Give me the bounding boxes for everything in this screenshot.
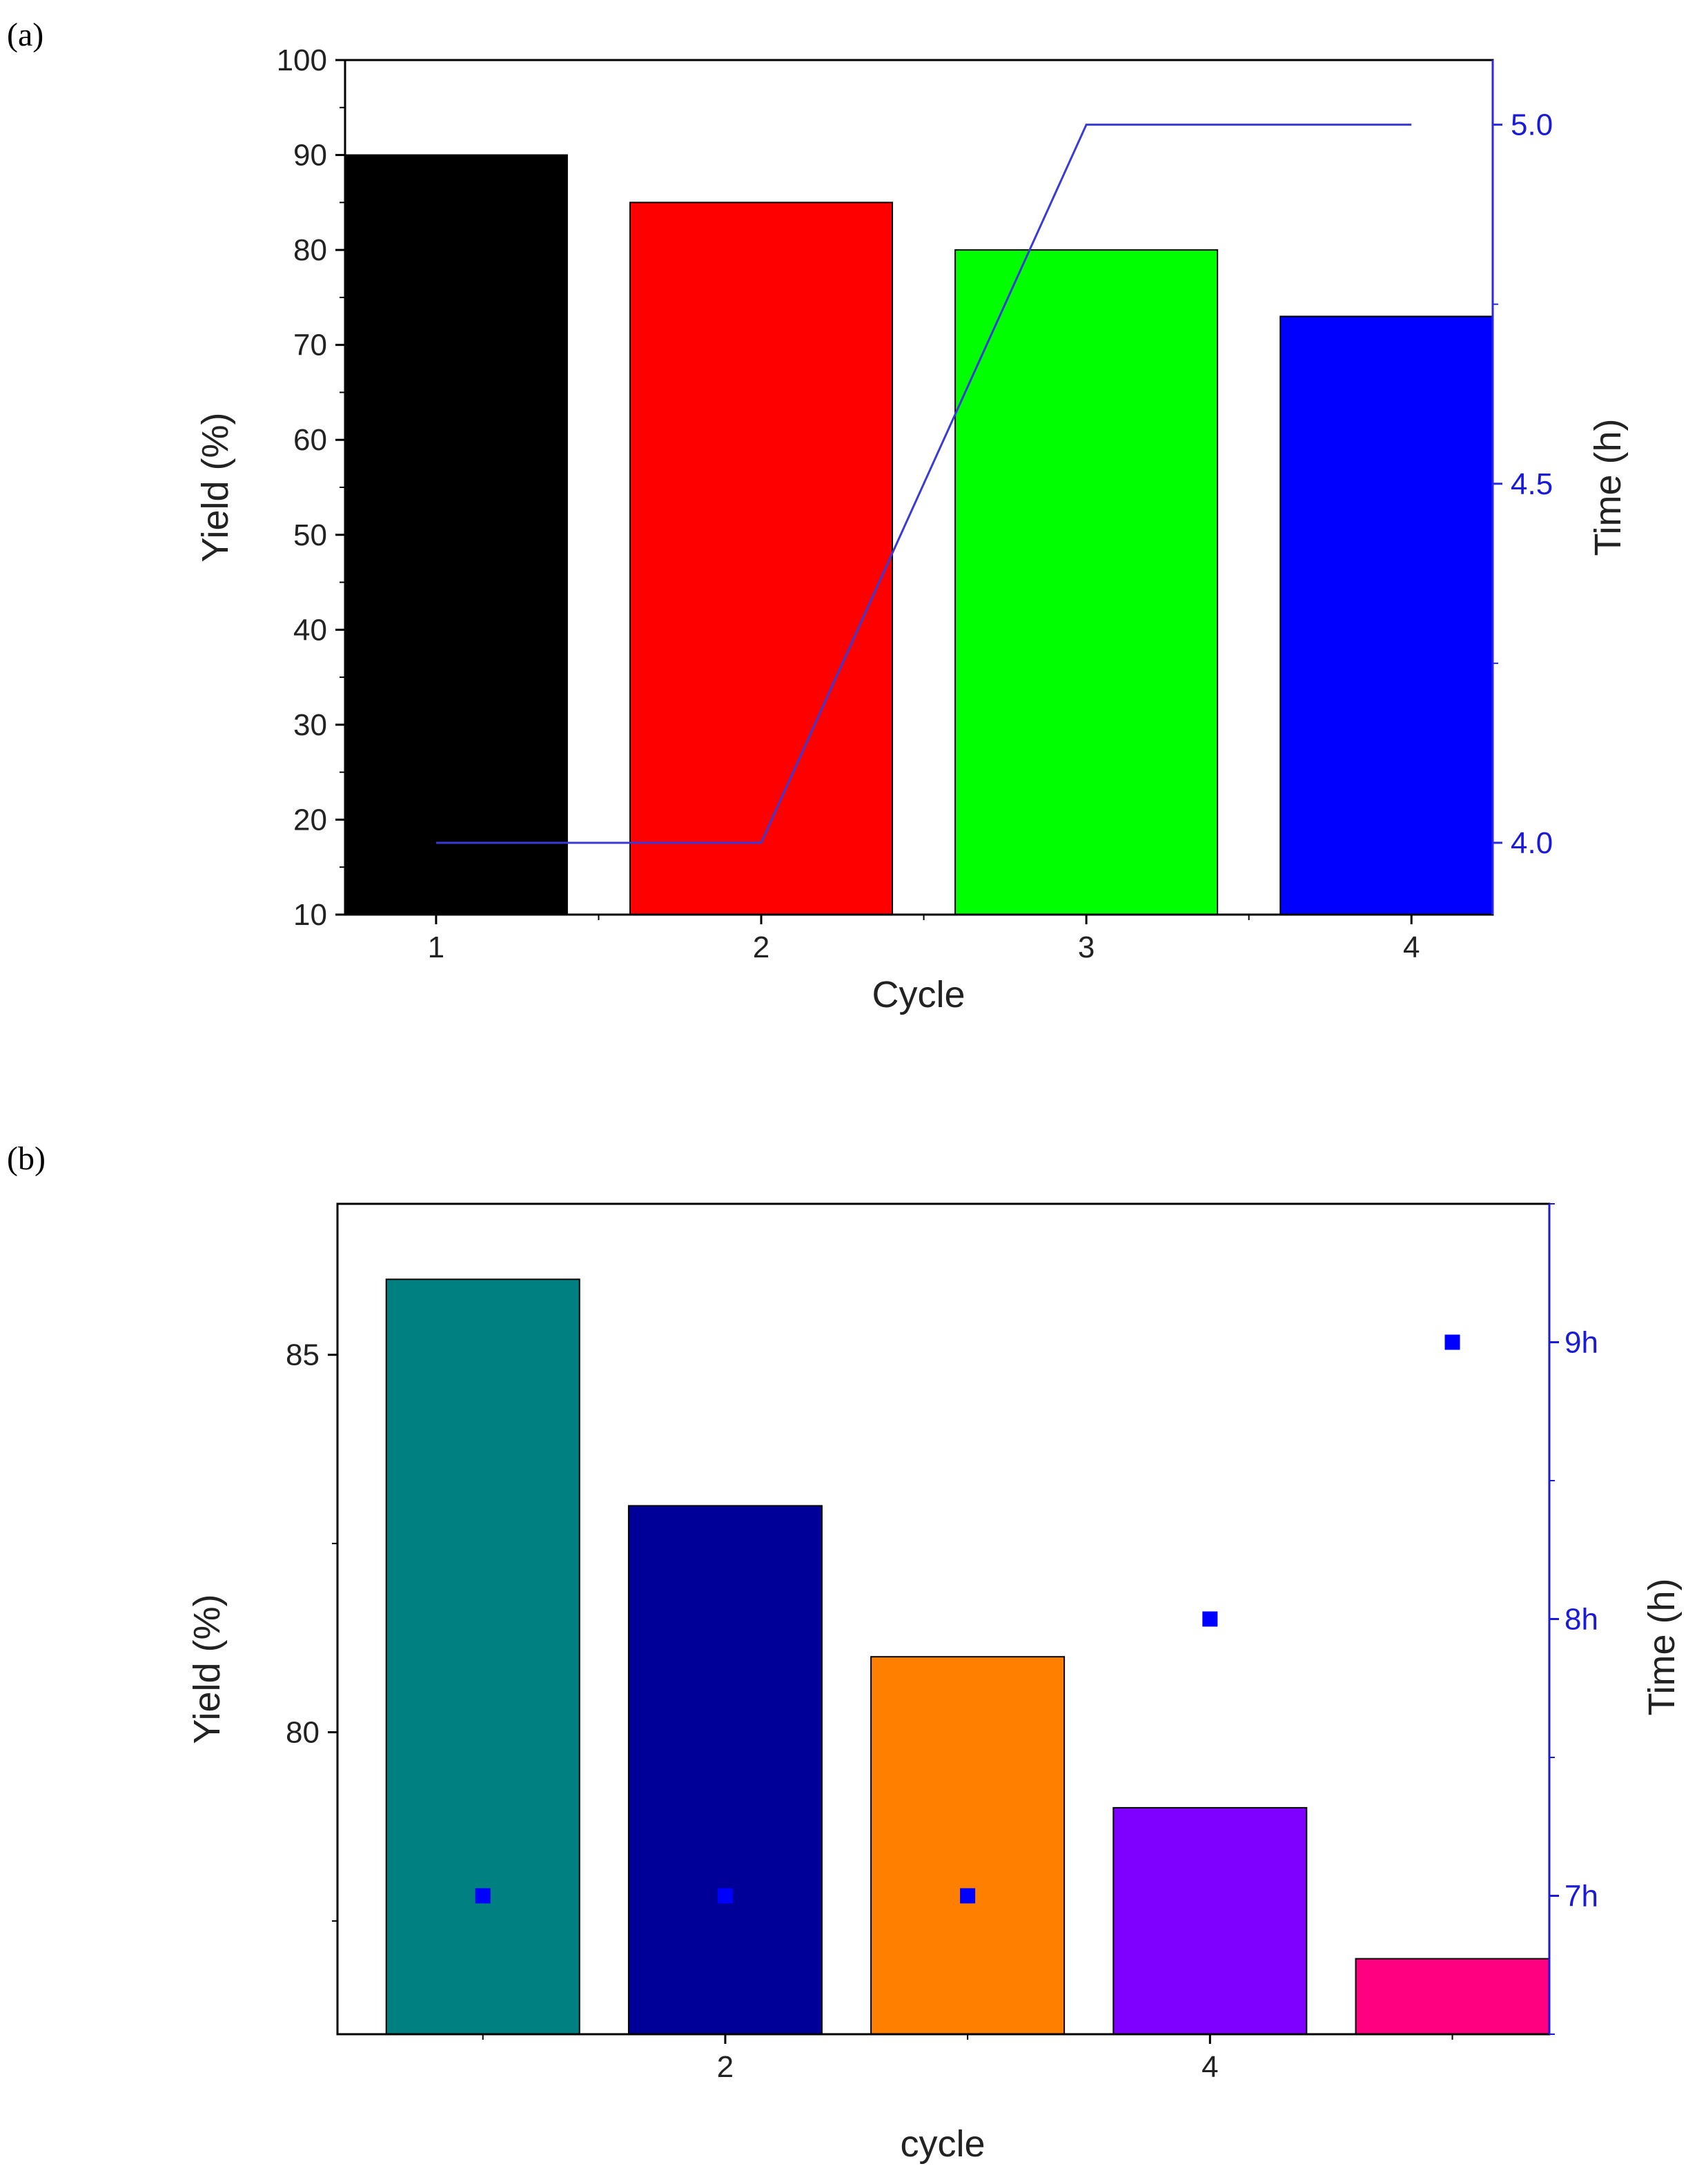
y2-tick-label: 5.0 [1511, 108, 1553, 142]
x-tick-label: 2 [717, 2050, 734, 2084]
panel-a-bars [344, 154, 1493, 916]
time-line [435, 124, 1412, 844]
y-tick-label: 70 [293, 329, 327, 362]
time-point-cycle-1 [475, 1888, 491, 1904]
panel-a-x-axis-title: Cycle [872, 974, 965, 1015]
panel-b-bars [385, 1278, 1550, 2036]
panel-b-axes: 85 80 2 4 7h 8h 9h [286, 1203, 1598, 2084]
x-tick-label: 4 [1403, 930, 1420, 964]
y2-tick-label: 4.0 [1511, 826, 1553, 860]
time-point-cycle-2 [717, 1888, 733, 1904]
time-point-cycle-3 [960, 1888, 976, 1904]
y-tick-label: 90 [293, 139, 327, 173]
y-tick-label: 50 [293, 518, 327, 552]
y2-tick-label: 4.5 [1511, 467, 1553, 501]
bar-cycle-5 [1355, 1958, 1550, 2036]
panel-b-time-points [475, 1334, 1460, 1904]
y-tick-label: 80 [286, 1716, 320, 1750]
bar-cycle-4 [1112, 1806, 1308, 2036]
bar-cycle-3 [954, 249, 1219, 916]
y-tick-label: 10 [293, 898, 327, 932]
panel-a-label: (a) [7, 17, 43, 53]
x-tick-label: 3 [1078, 930, 1095, 964]
panel-a-time-series [435, 124, 1412, 844]
panel-a: (a) 10 20 30 40 50 60 70 80 90 100 1 2 3 4 4.0 4.5 5.0 C… [7, 17, 1629, 1015]
bar-cycle-3 [870, 1656, 1066, 2036]
panel-b-y2-axis-title: Time (h) [1641, 1579, 1683, 1716]
time-point-cycle-5 [1444, 1334, 1460, 1350]
y2-tick-label: 7h [1564, 1880, 1598, 1913]
y2-tick-label: 8h [1564, 1603, 1598, 1637]
panel-a-y-axis-title: Yield (%) [195, 412, 236, 562]
panel-b-y-axis-title: Yield (%) [186, 1594, 228, 1744]
bar-cycle-2 [627, 1505, 823, 2036]
y2-tick-label: 9h [1564, 1326, 1598, 1360]
x-tick-label: 4 [1201, 2050, 1218, 2084]
y-tick-label: 100 [277, 43, 327, 77]
panel-b: (b) 85 80 2 4 7h 8h 9h cycle Yield (%) Time (h… [7, 1140, 1683, 2165]
x-tick-label: 2 [753, 930, 769, 964]
bar-cycle-4 [1279, 315, 1493, 915]
y-tick-label: 30 [293, 708, 327, 742]
y-tick-label: 85 [286, 1338, 320, 1372]
panel-b-x-axis-title: cycle [900, 2123, 985, 2165]
y-tick-label: 60 [293, 423, 327, 457]
panel-b-label: (b) [7, 1140, 46, 1177]
x-tick-label: 1 [428, 930, 444, 964]
y-tick-label: 80 [293, 233, 327, 267]
bar-cycle-2 [629, 202, 894, 915]
bar-cycle-1 [344, 154, 568, 916]
time-point-cycle-4 [1202, 1611, 1218, 1627]
y-tick-label: 20 [293, 803, 327, 837]
panel-a-y2-axis-title: Time (h) [1587, 419, 1629, 556]
panel-a-axes: 10 20 30 40 50 60 70 80 90 100 1 2 3 4 4.0 4.5 5.0 [277, 43, 1553, 964]
bar-cycle-1 [385, 1278, 580, 2035]
y-tick-label: 40 [293, 613, 327, 647]
